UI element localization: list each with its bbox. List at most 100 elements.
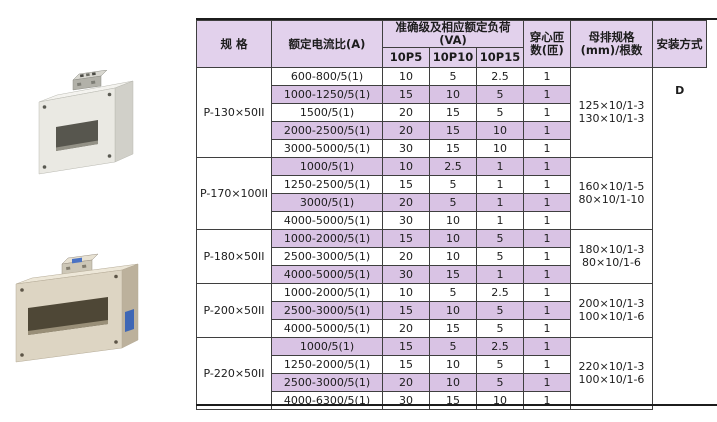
- p5-cell: 10: [382, 67, 430, 87]
- busbar-line: 100×10/1-6: [578, 309, 645, 323]
- spec-cell: P-170×100II: [196, 157, 272, 231]
- p5-cell: 10: [382, 283, 430, 303]
- table-row: P-170×100II 1000/5(1) 10 2.5 1 1 160×10/1-5 80×…: [196, 157, 707, 231]
- p5-cell: 15: [382, 175, 430, 195]
- p15-cell: 5: [476, 355, 524, 375]
- p5-cell: 20: [382, 103, 430, 123]
- p15-cell: 1: [476, 265, 524, 285]
- turns-cell: 1: [523, 175, 571, 195]
- p15-cell: 5: [476, 319, 524, 339]
- p15-cell: 10: [476, 121, 524, 141]
- table-row: 4000-5000/5(1) 30 10 1 1: [197, 211, 707, 231]
- p10-cell: 5: [429, 193, 477, 213]
- header-spec: 规 格: [196, 19, 272, 69]
- p10-cell: 5: [429, 337, 477, 357]
- turns-cell: 1: [523, 391, 571, 411]
- table-row: 2500-3000/5(1) 20 10 5 1: [197, 247, 707, 267]
- header-accuracy-group: 准确级及相应额定负荷(VA): [382, 19, 524, 49]
- spec-cell: P-220×50II: [196, 337, 272, 411]
- busbar-line: 130×10/1-3: [578, 111, 645, 125]
- p10-cell: 5: [429, 175, 477, 195]
- ratio-cell: 1000/5(1): [271, 337, 383, 357]
- table-bottom-rule: [196, 404, 717, 406]
- table-row: 2500-3000/5(1) 15 10 5 1: [197, 301, 707, 321]
- spec-cell: P-200×50II: [196, 283, 272, 339]
- p15-cell: 2.5: [476, 67, 524, 87]
- p10-cell: 10: [429, 355, 477, 375]
- screw-icon: [20, 288, 24, 292]
- turns-cell: 1: [523, 247, 571, 267]
- turns-cell: 1: [523, 67, 571, 87]
- p5-cell: 20: [382, 193, 430, 213]
- ratio-cell: 4000-6300/5(1): [271, 391, 383, 411]
- header-ratio: 额定电流比(A): [271, 19, 383, 69]
- p15-cell: 5: [476, 373, 524, 393]
- p5-cell: 30: [382, 139, 430, 159]
- p10-cell: 10: [429, 247, 477, 267]
- ratio-cell: 3000-5000/5(1): [271, 139, 383, 159]
- spec-table: 规 格 额定电流比(A) 准确级及相应额定负荷(VA) 穿心匝数(匝) 母排规格…: [196, 19, 707, 411]
- install-cell: D: [652, 67, 707, 410]
- p5-cell: 20: [382, 247, 430, 267]
- ratio-cell: 600-800/5(1): [271, 67, 383, 87]
- header-10p10: 10P10: [429, 47, 477, 69]
- p10-cell: 5: [429, 283, 477, 303]
- p10-cell: 15: [429, 103, 477, 123]
- turns-cell: 1: [523, 283, 571, 303]
- screw-icon: [114, 274, 118, 279]
- table-top-rule: [196, 18, 717, 20]
- p15-cell: 5: [476, 301, 524, 321]
- turns-cell: 1: [523, 301, 571, 321]
- ratio-cell: 2500-3000/5(1): [271, 301, 383, 321]
- current-transformer-photo-bottom: [15, 253, 139, 363]
- ratio-cell: 1000/5(1): [271, 157, 383, 177]
- table-row: 2000-2500/5(1) 20 15 10 1: [197, 121, 707, 141]
- p10-cell: 10: [429, 229, 477, 249]
- header-install: 安装方式: [652, 19, 707, 69]
- ratio-cell: 3000/5(1): [271, 193, 383, 213]
- p5-cell: 30: [382, 265, 430, 285]
- table-row: 1500/5(1) 20 15 5 1: [197, 103, 707, 123]
- ratio-cell: 2500-3000/5(1): [271, 373, 383, 393]
- p10-cell: 15: [429, 391, 477, 411]
- p10-cell: 10: [429, 301, 477, 321]
- p10-cell: 10: [429, 85, 477, 105]
- busbar-line: 220×10/1-3: [578, 360, 645, 374]
- p10-cell: 10: [429, 211, 477, 231]
- screw-icon: [20, 353, 24, 357]
- turns-cell: 1: [523, 229, 571, 249]
- busbar-line: 80×10/1-6: [582, 255, 641, 269]
- p15-cell: 2.5: [476, 283, 524, 303]
- screw-icon: [42, 165, 47, 169]
- table-row: P-200×50II 1000-2000/5(1) 10 5 2.5 1 200×10/1-…: [196, 283, 707, 339]
- turns-cell: 1: [523, 265, 571, 285]
- table-row: P-220×50II 1000/5(1) 15 5 2.5 1 220×10/1-3 100×…: [196, 337, 707, 411]
- turns-cell: 1: [523, 373, 571, 393]
- p5-cell: 30: [382, 211, 430, 231]
- table-row: 3000/5(1) 20 5 1 1: [197, 193, 707, 213]
- busbar-line: 200×10/1-3: [578, 297, 645, 311]
- ratio-cell: 1000-1250/5(1): [271, 85, 383, 105]
- spec-table-wrap: 规 格 额定电流比(A) 准确级及相应额定负荷(VA) 穿心匝数(匝) 母排规格…: [196, 19, 707, 411]
- turns-cell: 1: [523, 85, 571, 105]
- turns-cell: 1: [523, 121, 571, 141]
- ratio-cell: 1500/5(1): [271, 103, 383, 123]
- ratio-cell: 2000-2500/5(1): [271, 121, 383, 141]
- p5-cell: 20: [382, 121, 430, 141]
- p15-cell: 1: [476, 193, 524, 213]
- p15-cell: 10: [476, 391, 524, 411]
- p10-cell: 10: [429, 373, 477, 393]
- ratio-cell: 4000-5000/5(1): [271, 319, 383, 339]
- screw-icon: [114, 340, 118, 344]
- header-10p5: 10P5: [382, 47, 430, 69]
- p5-cell: 15: [382, 355, 430, 375]
- p10-cell: 2.5: [429, 157, 477, 177]
- turns-cell: 1: [523, 211, 571, 231]
- p10-cell: 15: [429, 319, 477, 339]
- ct-right-face: [121, 263, 139, 349]
- ratio-cell: 1250-2500/5(1): [271, 175, 383, 195]
- busbar-line: 80×10/1-10: [578, 192, 645, 206]
- p15-cell: 1: [476, 157, 524, 177]
- p10-cell: 15: [429, 121, 477, 141]
- turns-cell: 1: [523, 157, 571, 177]
